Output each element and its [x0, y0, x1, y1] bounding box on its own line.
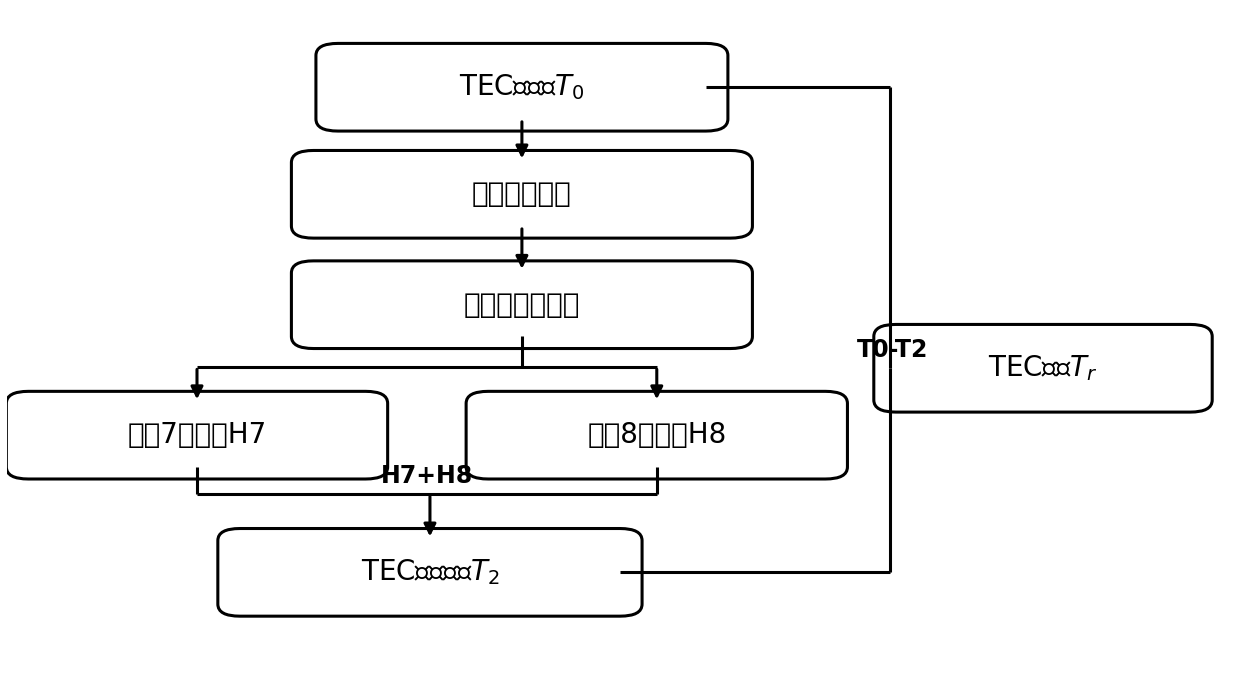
Text: H7+H8: H7+H8 — [381, 464, 472, 488]
Text: TEC残差$T_r$: TEC残差$T_r$ — [988, 353, 1097, 383]
FancyBboxPatch shape — [316, 44, 728, 131]
FancyBboxPatch shape — [466, 391, 847, 479]
Text: TEC周期成分$T_2$: TEC周期成分$T_2$ — [361, 557, 500, 587]
FancyBboxPatch shape — [291, 261, 753, 348]
Text: TEC数据集$T_0$: TEC数据集$T_0$ — [459, 72, 585, 102]
Text: 小波8阶高频H8: 小波8阶高频H8 — [588, 421, 727, 449]
Text: 小波7阶高频H7: 小波7阶高频H7 — [128, 421, 267, 449]
Text: 小波多尺度分解: 小波多尺度分解 — [464, 291, 580, 319]
FancyBboxPatch shape — [218, 529, 642, 616]
FancyBboxPatch shape — [874, 324, 1213, 412]
Text: 时间顺序排序: 时间顺序排序 — [472, 180, 572, 208]
FancyBboxPatch shape — [6, 391, 388, 479]
Text: T0-T2: T0-T2 — [857, 337, 929, 361]
FancyBboxPatch shape — [291, 150, 753, 238]
